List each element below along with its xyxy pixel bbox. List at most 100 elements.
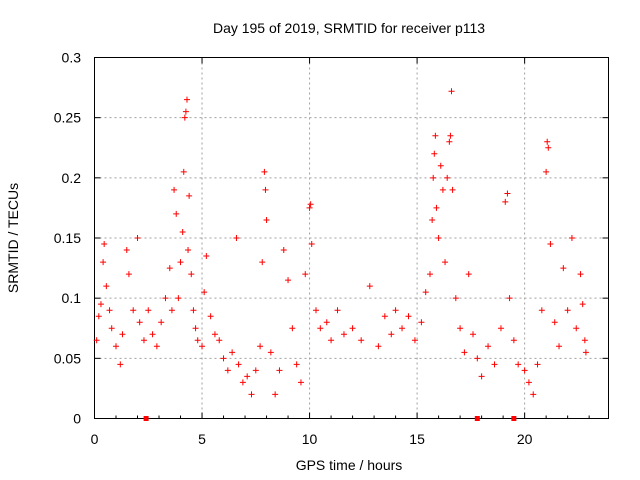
x-tick-label: 0 — [91, 431, 99, 447]
data-point — [545, 144, 552, 151]
data-point — [439, 186, 446, 193]
data-point — [457, 325, 464, 332]
data-point — [162, 295, 169, 302]
data-point — [366, 283, 373, 290]
data-point — [97, 301, 104, 308]
data-point — [276, 367, 283, 374]
data-point — [461, 349, 468, 356]
data-point — [224, 367, 231, 374]
grid-lines — [94, 57, 609, 419]
data-point — [117, 361, 124, 368]
data-point — [289, 325, 296, 332]
data-point — [530, 391, 537, 398]
baseline-marker — [511, 416, 517, 421]
data-point — [158, 319, 165, 326]
data-point — [510, 337, 517, 344]
y-axis-label: SRMTID / TECUs — [5, 183, 21, 293]
data-point — [430, 174, 437, 181]
y-tick-label: 0 — [73, 411, 81, 427]
data-point — [280, 247, 287, 254]
data-point — [259, 259, 266, 266]
data-point — [422, 289, 429, 296]
data-point — [307, 201, 314, 208]
data-point — [145, 307, 152, 314]
data-point — [328, 337, 335, 344]
data-point — [340, 331, 347, 338]
data-point — [123, 247, 130, 254]
data-point — [244, 373, 251, 380]
data-point — [399, 325, 406, 332]
data-point — [579, 301, 586, 308]
data-point — [411, 337, 418, 344]
data-point — [538, 307, 545, 314]
data-point — [93, 337, 100, 344]
y-tick-label: 0.3 — [62, 50, 82, 66]
x-tick-label: 15 — [409, 431, 425, 447]
data-point — [293, 361, 300, 368]
data-point — [101, 241, 108, 248]
data-point — [272, 391, 279, 398]
baseline-markers — [143, 416, 517, 421]
data-point — [153, 343, 160, 350]
data-point — [180, 168, 187, 175]
data-point — [125, 271, 132, 278]
data-point — [491, 361, 498, 368]
data-point — [506, 295, 513, 302]
data-point — [220, 355, 227, 362]
x-tick-labels: 0 5 10 15 20 — [91, 431, 533, 447]
y-tick-label: 0.05 — [54, 350, 81, 366]
data-point — [432, 132, 439, 139]
data-point — [103, 283, 110, 290]
data-point — [515, 361, 522, 368]
data-point — [113, 343, 120, 350]
data-point — [474, 355, 481, 362]
data-point — [388, 331, 395, 338]
data-point — [175, 295, 182, 302]
data-point — [442, 259, 449, 266]
data-point — [323, 319, 330, 326]
data-point — [437, 162, 444, 169]
data-point — [186, 192, 193, 199]
data-point — [149, 331, 156, 338]
data-point — [190, 307, 197, 314]
data-point — [452, 295, 459, 302]
data-points — [93, 88, 589, 398]
data-point — [568, 235, 575, 241]
y-tick-label: 0.2 — [62, 170, 82, 186]
data-point — [547, 241, 554, 248]
data-point — [130, 307, 137, 314]
data-point — [534, 361, 541, 368]
data-point — [429, 216, 436, 223]
data-point — [405, 313, 412, 320]
data-point — [560, 265, 567, 272]
data-point — [581, 337, 588, 344]
y-tick-labels: 0 0.05 0.1 0.15 0.2 0.25 0.3 — [54, 50, 81, 427]
data-point — [134, 235, 141, 241]
data-point — [465, 271, 472, 278]
data-point — [179, 228, 186, 235]
data-point — [168, 307, 175, 314]
data-point — [485, 343, 492, 350]
y-tick-label: 0.1 — [62, 290, 82, 306]
data-point — [252, 367, 259, 374]
data-point — [185, 247, 192, 254]
baseline-marker — [143, 416, 149, 421]
data-point — [173, 210, 180, 217]
data-point — [448, 88, 455, 95]
data-point — [433, 204, 440, 211]
data-point — [177, 259, 184, 266]
data-point — [183, 96, 190, 103]
data-point — [358, 337, 365, 344]
data-point — [166, 265, 173, 272]
data-point — [233, 235, 240, 241]
data-point — [108, 325, 115, 332]
data-point — [182, 108, 189, 115]
data-point — [199, 343, 206, 350]
data-point — [544, 138, 551, 145]
data-point — [426, 271, 433, 278]
data-point — [211, 331, 218, 338]
data-point — [317, 325, 324, 332]
data-point — [334, 307, 341, 314]
data-point — [140, 337, 147, 344]
data-point — [504, 190, 511, 197]
